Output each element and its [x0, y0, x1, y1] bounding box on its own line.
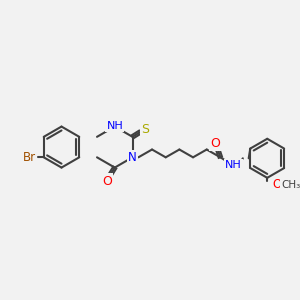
Text: S: S [141, 122, 149, 136]
Text: Br: Br [22, 151, 36, 164]
Text: NH: NH [225, 160, 242, 170]
Text: O: O [272, 178, 282, 191]
Text: CH₃: CH₃ [281, 180, 300, 190]
Text: NH: NH [106, 121, 123, 130]
Text: O: O [102, 175, 112, 188]
Text: O: O [211, 137, 220, 150]
Text: N: N [128, 151, 137, 164]
